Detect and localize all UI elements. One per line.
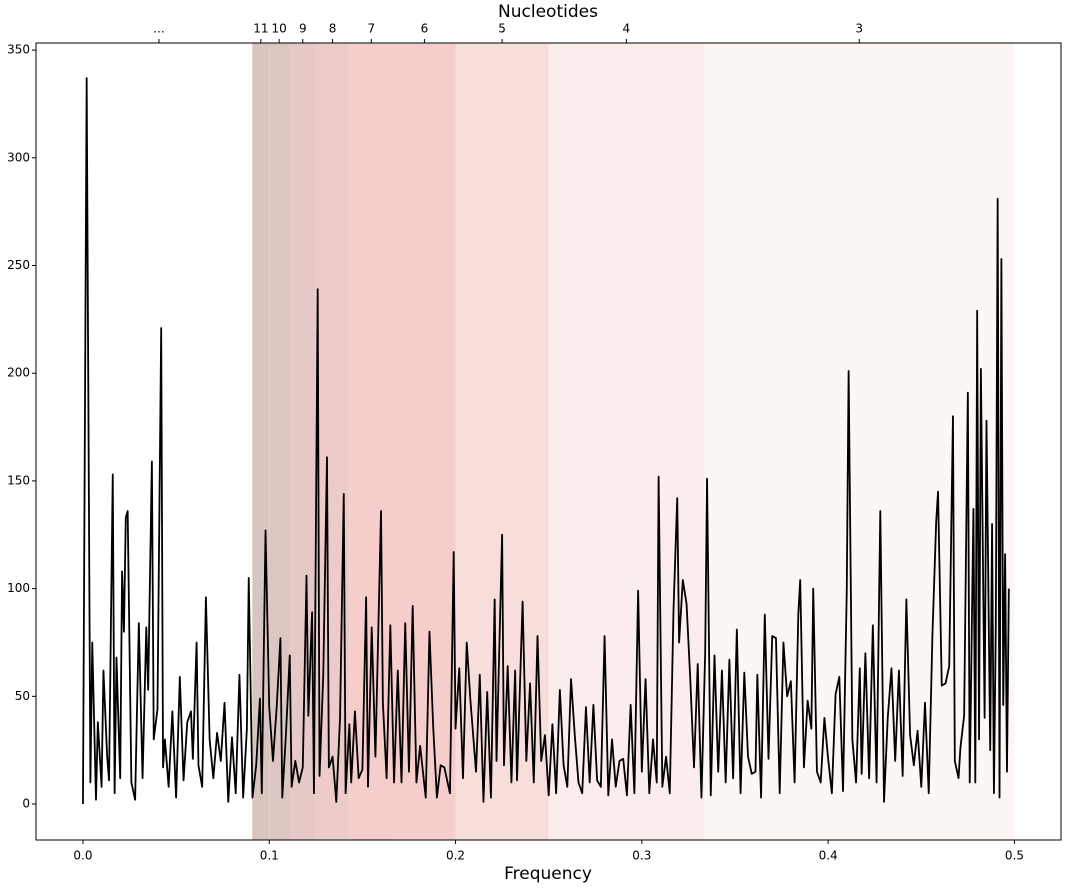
x-tick-label: 0.0 <box>73 849 92 863</box>
band <box>349 43 394 840</box>
y-tick-label: 200 <box>7 366 30 380</box>
x-tick-label: 0.2 <box>446 849 465 863</box>
top-tick-label: 11 <box>253 22 268 36</box>
x-tick-label: 0.3 <box>632 849 651 863</box>
y-tick-label: 150 <box>7 473 30 487</box>
plot-frame <box>35 42 1062 841</box>
x-tick-label: 0.5 <box>1005 849 1024 863</box>
top-tick-label: 6 <box>421 22 429 36</box>
top-tick-label: ... <box>153 22 164 36</box>
top-tick-label: 3 <box>855 22 863 36</box>
y-tick-label: 350 <box>7 43 30 57</box>
top-tick-label: 10 <box>271 22 286 36</box>
top-tick-label: 5 <box>498 22 506 36</box>
band <box>289 43 316 840</box>
top-tick-label: 4 <box>623 22 631 36</box>
y-tick-label: 0 <box>22 797 30 811</box>
line <box>82 77 1010 805</box>
top-tick-label: 7 <box>368 22 376 36</box>
y-tick-label: 300 <box>7 150 30 164</box>
y-tick-label: 250 <box>7 258 30 272</box>
y-tick-label: 100 <box>7 581 30 595</box>
band <box>269 43 290 840</box>
x-tick-label: 0.4 <box>819 849 838 863</box>
top-axis-label: Nucleotides <box>498 2 598 22</box>
x-tick-label: 0.1 <box>260 849 279 863</box>
band <box>548 43 704 840</box>
top-tick-label: 8 <box>329 22 337 36</box>
y-tick-label: 50 <box>15 689 30 703</box>
band <box>252 43 270 840</box>
top-tick-label: 9 <box>299 22 307 36</box>
x-axis-label: Frequency <box>504 864 592 884</box>
